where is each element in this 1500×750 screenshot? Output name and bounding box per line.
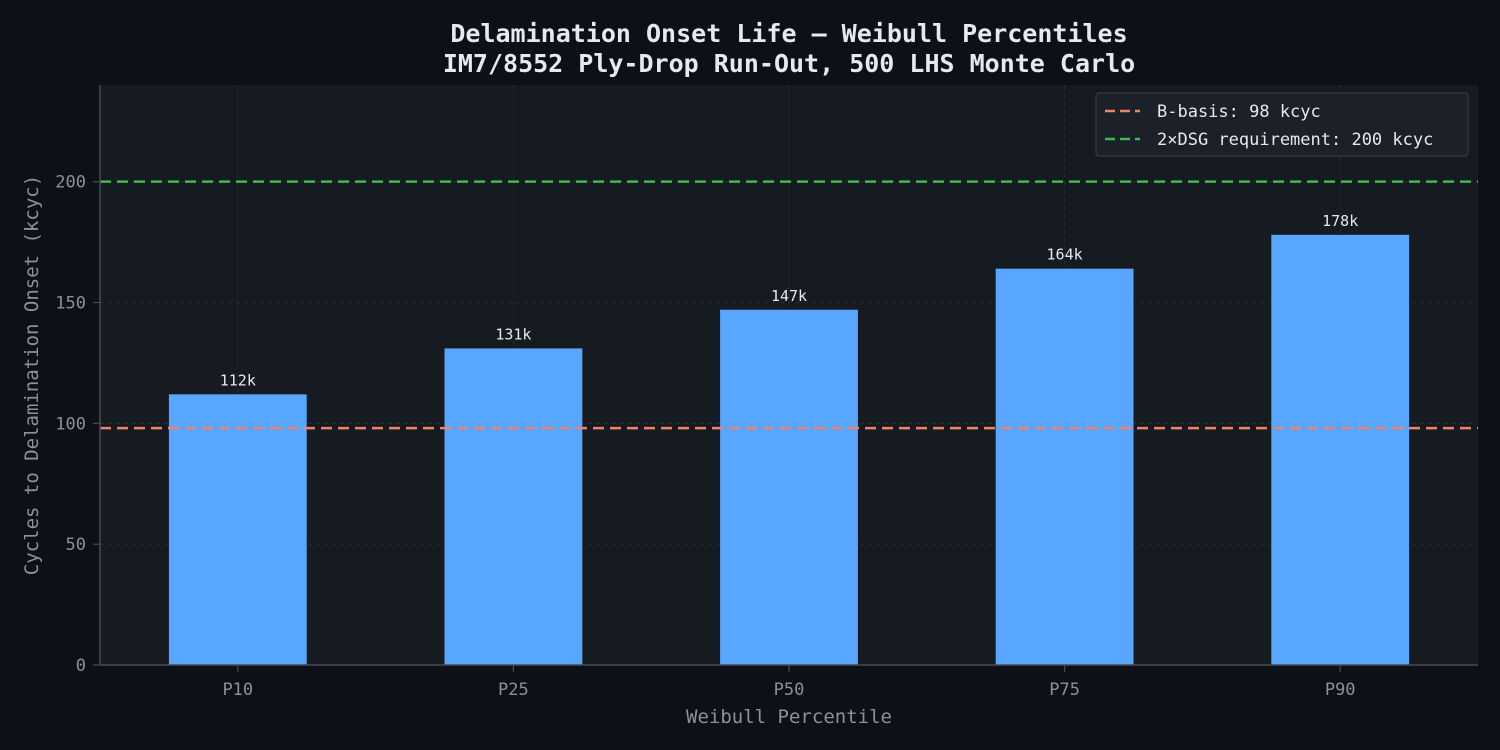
x-tick-label: P90: [1325, 680, 1356, 700]
reference-lines: [100, 180, 1478, 430]
bar-p90: [1271, 234, 1410, 666]
bar-p75: [995, 268, 1134, 665]
bar-value-label: 131k: [495, 325, 531, 343]
y-axis-label: Cycles to Delamination Onset (kcyc): [21, 175, 43, 575]
y-tick-label: 200: [55, 173, 86, 193]
x-tick-label: P25: [498, 680, 529, 700]
x-tick-label: P75: [1049, 680, 1080, 700]
bar-p25: [444, 348, 583, 665]
x-axis-label: Weibull Percentile: [686, 706, 892, 728]
bar-value-label: 164k: [1047, 246, 1083, 264]
bars: [168, 234, 1410, 666]
bar-value-label: 112k: [220, 371, 256, 389]
chart-title: Delamination Onset Life — Weibull Percen…: [450, 19, 1127, 48]
ticks: 0 50 100 150 200 P10 P25 P50 P75 P90: [55, 173, 1355, 700]
data-labels: 112k 131k 147k 164k 178k: [220, 212, 1359, 390]
x-tick-label: P50: [774, 680, 805, 700]
y-tick-label: 150: [55, 294, 86, 314]
legend: B-basis: 98 kcyc 2×DSG requirement: 200 …: [1095, 92, 1469, 157]
bar-p10: [168, 394, 307, 665]
y-tick-label: 100: [55, 414, 86, 434]
legend-label-b-basis: B-basis: 98 kcyc: [1157, 102, 1321, 122]
chart-subtitle: IM7/8552 Ply-Drop Run-Out, 500 LHS Monte…: [443, 49, 1135, 78]
x-tick-label: P10: [222, 680, 253, 700]
bar-value-label: 147k: [771, 287, 807, 305]
legend-box: [1095, 92, 1469, 157]
legend-label-dsg-requirement: 2×DSG requirement: 200 kcyc: [1157, 130, 1433, 150]
y-tick-label: 0: [76, 656, 86, 676]
bar-p50: [720, 309, 858, 665]
y-tick-label: 50: [66, 535, 86, 555]
bar-value-label: 178k: [1322, 212, 1358, 230]
